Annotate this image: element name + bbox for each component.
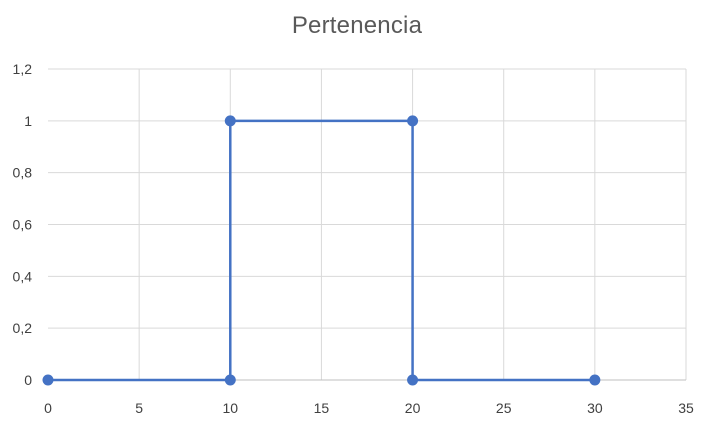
y-tick-label: 1,2 (13, 61, 33, 77)
data-point (589, 374, 601, 386)
y-tick-label: 0,8 (13, 165, 33, 181)
y-tick-label: 0 (24, 372, 32, 388)
x-tick-label: 20 (405, 400, 421, 416)
y-tick-label: 1 (24, 113, 32, 129)
x-tick-label: 10 (222, 400, 238, 416)
data-point (407, 374, 419, 386)
grid-lines (48, 68, 687, 380)
tick-labels: 0 5 10 15 20 25 30 35 0 0,2 0,4 0,6 0,8 1 1,2 (13, 61, 694, 416)
x-tick-label: 0 (44, 400, 52, 416)
x-tick-label: 15 (314, 400, 330, 416)
y-tick-label: 0,2 (13, 320, 33, 336)
x-tick-label: 25 (496, 400, 512, 416)
y-tick-label: 0,4 (13, 268, 33, 284)
y-tick-label: 0,6 (13, 217, 33, 233)
series-layer (42, 115, 601, 386)
chart-title: Pertenencia (291, 12, 423, 39)
x-tick-label: 35 (678, 400, 694, 416)
series-line (48, 119, 595, 382)
data-point (407, 115, 419, 127)
x-tick-label: 30 (587, 400, 603, 416)
data-point (224, 374, 236, 386)
x-tick-label: 5 (135, 400, 143, 416)
data-point (224, 115, 236, 127)
data-point (42, 374, 54, 386)
